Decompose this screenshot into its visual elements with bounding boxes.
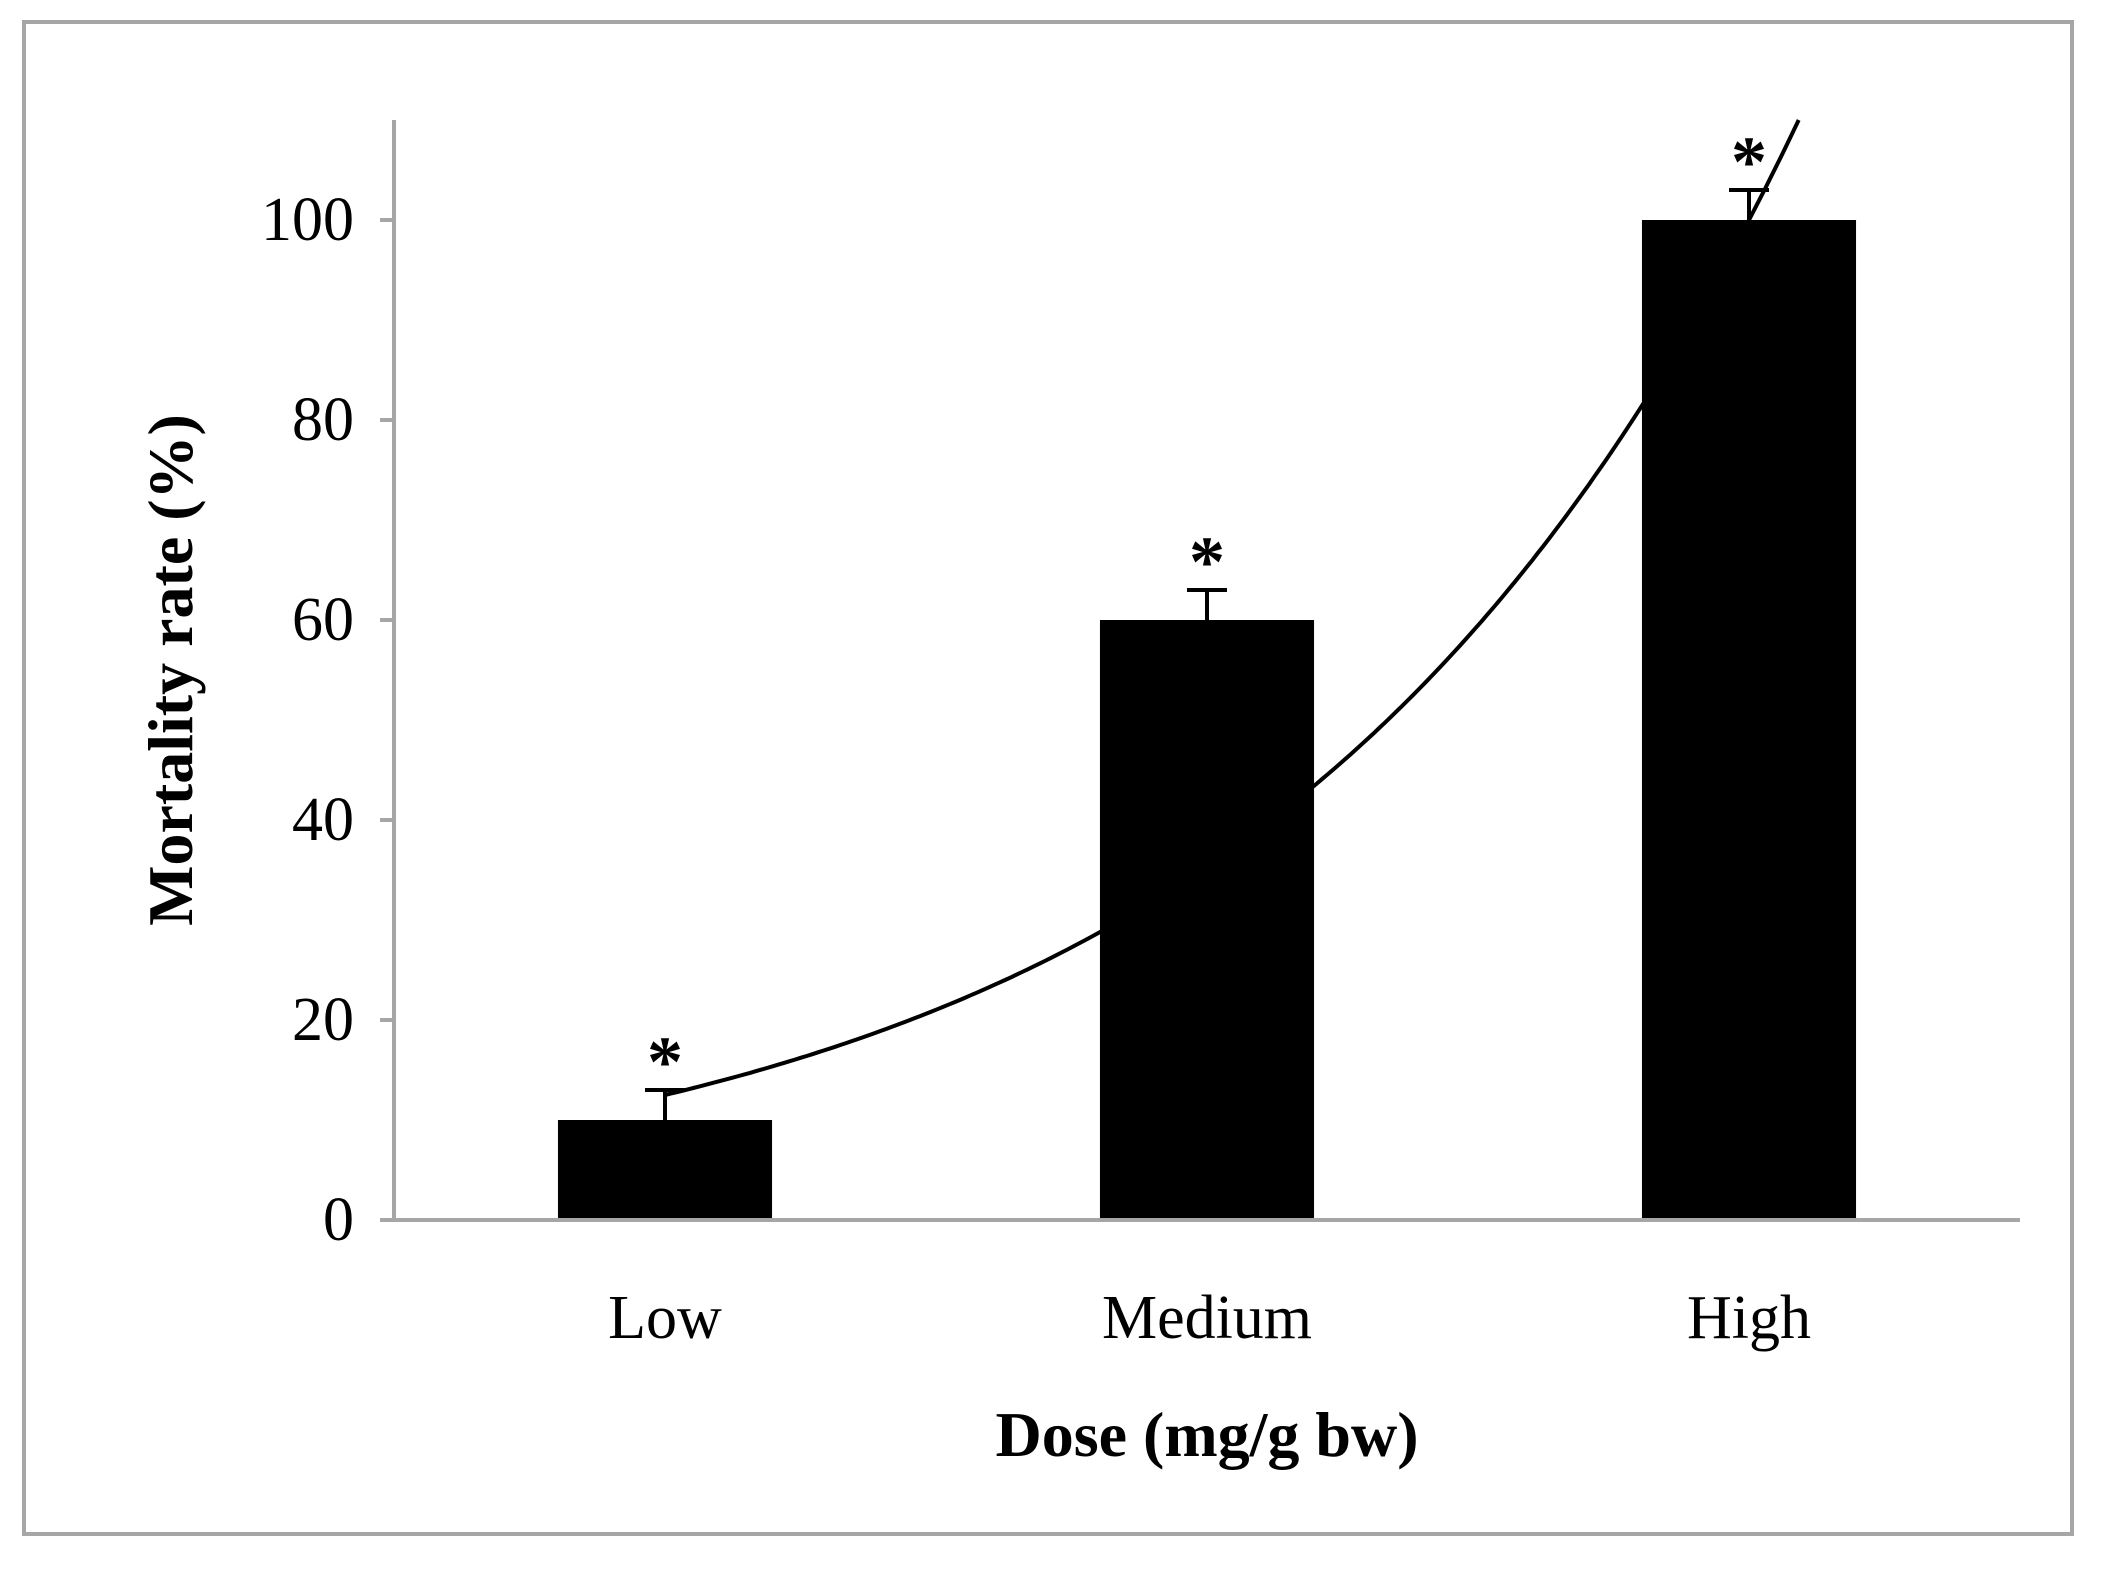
y-tick-label-20: 20 bbox=[292, 986, 354, 1054]
significance-marker-medium: * bbox=[1189, 522, 1225, 602]
bars-layer bbox=[557, 220, 1857, 1220]
y-tick-label-100: 100 bbox=[261, 186, 354, 254]
axes-layer bbox=[380, 120, 2020, 1222]
x-tick-label-low: Low bbox=[608, 1284, 722, 1352]
x-tick-label-medium: Medium bbox=[1102, 1284, 1312, 1352]
bar-high bbox=[1641, 220, 1857, 1220]
bar-medium bbox=[1099, 620, 1315, 1220]
significance-marker-high: * bbox=[1731, 122, 1767, 202]
y-tick-label-0: 0 bbox=[323, 1186, 354, 1254]
x-axis-title: Dose (mg/g bw) bbox=[995, 1399, 1418, 1470]
significance-marker-low: * bbox=[647, 1022, 683, 1102]
trendline-layer bbox=[664, 119, 1801, 1097]
labels-layer: * * * 0 20 40 60 80 100 Low Medium High Dose (mg/g b… bbox=[135, 122, 1811, 1470]
y-tick-label-80: 80 bbox=[292, 386, 354, 454]
y-tick-label-60: 60 bbox=[292, 586, 354, 654]
y-axis-title: Mortality rate (%) bbox=[135, 414, 206, 926]
exponential-trendline bbox=[664, 119, 1801, 1097]
x-tick-label-high: High bbox=[1687, 1284, 1811, 1352]
bar-low bbox=[557, 1120, 773, 1220]
y-tick-label-40: 40 bbox=[292, 786, 354, 854]
